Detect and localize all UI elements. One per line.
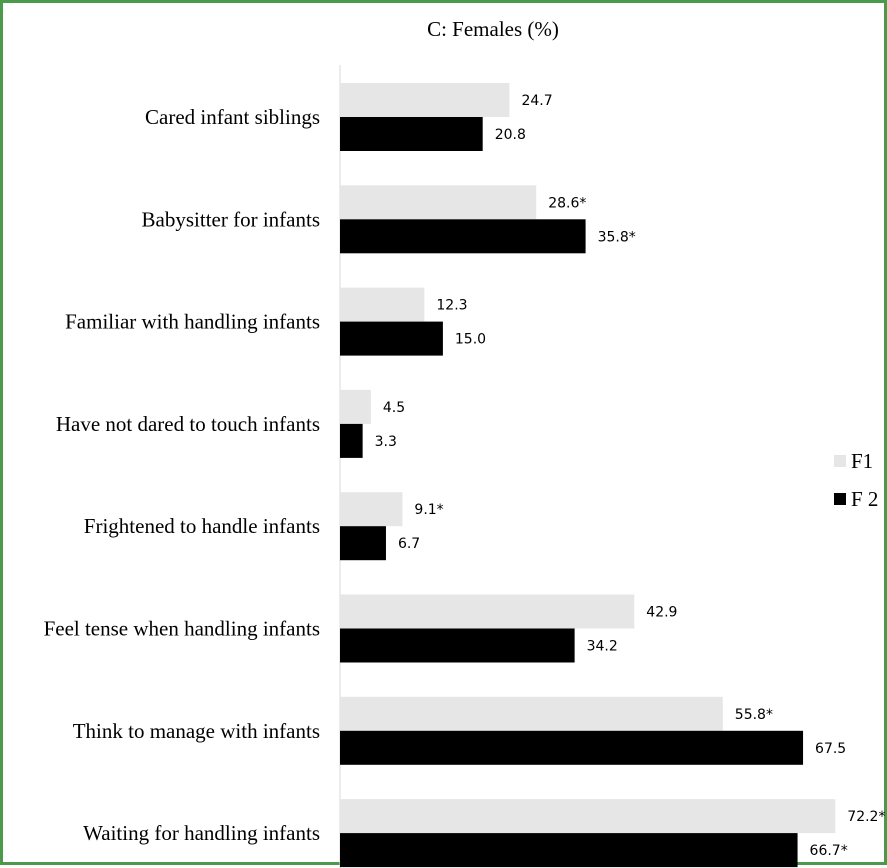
data-label: 12.3 (436, 298, 467, 314)
bar-f2 (340, 833, 798, 868)
category-label: Have not dared to touch infants (56, 412, 320, 436)
bar-f1 (340, 492, 403, 527)
data-label: 42.9 (646, 605, 677, 621)
legend-swatch-f1 (834, 455, 846, 467)
labels-group: Cared infant siblings 24.7 20.8 Babysitter … (44, 93, 886, 859)
data-label: 34.2 (587, 639, 618, 655)
bar-f1 (340, 185, 537, 220)
bars-group (340, 83, 836, 868)
category-label: Think to manage with infants (73, 719, 320, 743)
bar-f2 (340, 730, 804, 765)
chart-title: C: Females (%) (427, 17, 559, 41)
bar-f2 (340, 423, 363, 458)
data-label: 15.0 (455, 332, 486, 348)
data-label: 72.2* (847, 809, 885, 825)
bar-f1 (340, 83, 510, 117)
data-label: 67.5 (815, 741, 846, 757)
data-label: 28.6* (548, 195, 586, 211)
data-label: 20.8 (495, 127, 526, 143)
legend-label: F 2 (851, 487, 878, 511)
bar-chart: C: Females (%) Cared infant siblings 24.7… (44, 17, 886, 868)
bar-f1 (340, 594, 635, 629)
bar-f2 (340, 117, 483, 151)
data-label: 55.8* (735, 707, 773, 723)
data-label: 3.3 (375, 434, 397, 450)
bar-f1 (340, 287, 425, 322)
data-label: 66.7* (810, 843, 848, 859)
bar-f1 (340, 696, 723, 731)
data-label: 4.5 (383, 400, 405, 416)
legend-swatch-f2 (834, 493, 846, 505)
category-label: Babysitter for infants (142, 207, 320, 231)
data-label: 35.8* (598, 229, 636, 245)
category-label: Frightened to handle infants (84, 514, 320, 538)
legend-label: F1 (851, 449, 873, 473)
bar-f1 (340, 389, 371, 424)
data-label: 9.1* (414, 502, 443, 518)
category-label: Feel tense when handling infants (44, 617, 320, 641)
bar-f2 (340, 628, 575, 663)
category-label: Waiting for handling infants (83, 821, 320, 845)
legend: F1 F 2 (834, 449, 878, 511)
bar-f2 (340, 219, 586, 254)
bar-f2 (340, 526, 386, 561)
category-label: Familiar with handling infants (65, 310, 320, 334)
data-label: 24.7 (521, 93, 552, 109)
bar-f1 (340, 799, 836, 834)
data-label: 6.7 (398, 536, 420, 552)
bar-f2 (340, 321, 443, 356)
category-label: Cared infant siblings (145, 105, 320, 129)
